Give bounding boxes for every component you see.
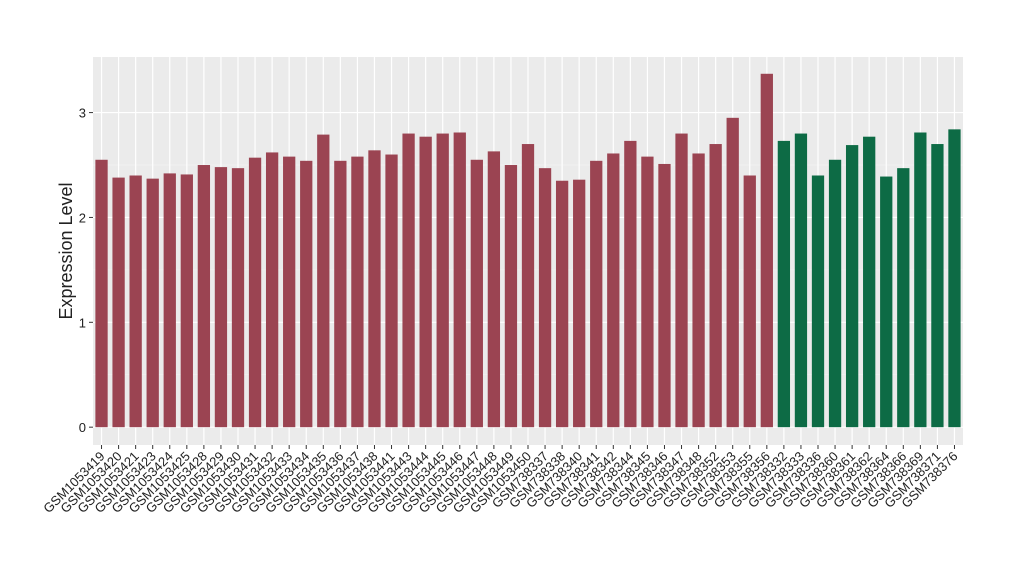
bar (521, 144, 535, 428)
bar (658, 163, 671, 428)
bar (692, 153, 705, 428)
bar (163, 173, 176, 428)
bar (317, 134, 330, 428)
bar (573, 179, 586, 428)
bar (948, 129, 961, 428)
bar (863, 136, 876, 428)
bar (146, 178, 159, 428)
bar (231, 168, 245, 428)
bar (368, 150, 381, 428)
bar (487, 151, 501, 428)
bar (470, 159, 483, 428)
bar (794, 133, 808, 428)
y-axis-label: Expression Level (56, 182, 76, 319)
bar (880, 176, 893, 428)
bar (538, 168, 552, 428)
bar (95, 159, 108, 428)
bar (180, 174, 193, 428)
bar (760, 73, 773, 428)
y-tick-label: 1 (79, 315, 86, 330)
bar (436, 133, 449, 428)
bar (265, 152, 279, 428)
bar (283, 156, 296, 428)
y-tick-label: 3 (79, 106, 86, 121)
bar (300, 160, 313, 428)
bar (214, 167, 228, 428)
bar (419, 136, 432, 428)
bar (675, 133, 688, 428)
bar (914, 132, 927, 428)
bar (334, 160, 347, 428)
bar (248, 157, 262, 428)
bar (453, 132, 466, 428)
bar (197, 165, 211, 428)
bar (726, 117, 739, 428)
bar (624, 140, 637, 428)
bar (845, 145, 859, 428)
bar (112, 177, 125, 428)
bar (129, 175, 142, 428)
y-tick-label: 2 (79, 210, 86, 225)
bar (504, 165, 518, 428)
bar (931, 144, 944, 428)
y-tick-label: 0 (79, 420, 86, 435)
bar (607, 153, 620, 428)
bar (811, 175, 825, 428)
bar (590, 160, 603, 428)
bar (351, 156, 364, 428)
bar (385, 154, 398, 428)
bar (777, 140, 791, 428)
bar (641, 156, 654, 428)
bar (555, 180, 569, 428)
bar (743, 175, 756, 428)
bar (897, 168, 910, 428)
bar (709, 144, 722, 428)
bar (402, 133, 415, 428)
bar (828, 159, 842, 428)
